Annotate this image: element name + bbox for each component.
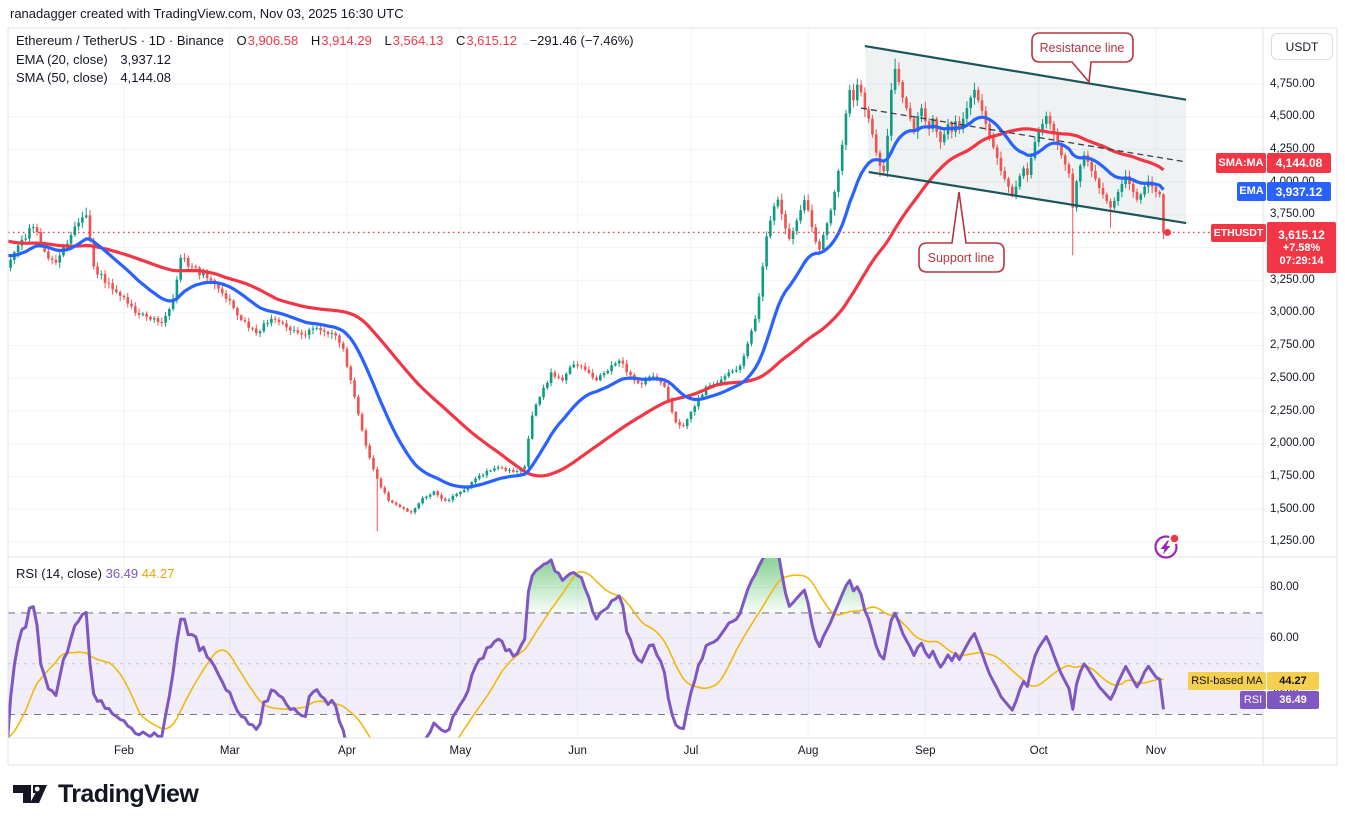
channel-fill [864,46,1187,224]
rsi-ma-badge-label: RSI-based MA [1188,672,1266,690]
tradingview-logo-mark [13,784,47,803]
ema-line[interactable] [7,115,1165,489]
price-tick-label: 4,500.00 [1270,110,1315,123]
change-value: −291.46 (−7.46%) [529,33,634,48]
price-tick-label: 3,000.00 [1270,306,1315,319]
rsi-tick-label: 60.00 [1270,631,1299,644]
rsi-current-value: 36.49 [105,566,139,581]
symbol-legend-row[interactable]: Ethereum / TetherUS · 1D · Binance O3,90… [16,33,634,48]
month-label-feb[interactable]: Feb [114,745,134,757]
rsi-badge-value: 36.49 [1267,691,1319,709]
support-trendline[interactable] [868,170,1187,225]
sma-legend-row[interactable]: SMA (50, close) 4,144.08 [16,70,171,85]
resistance-callout[interactable] [1031,32,1134,84]
channel-median-line[interactable] [860,107,1187,163]
close-key: C [455,33,466,48]
sma-value: 4,144.08 [120,70,171,85]
month-label-sep[interactable]: Sep [915,745,936,757]
ema-axis-badge-value: 3,937.12 [1267,182,1331,201]
grid-lines [8,28,1263,738]
tradingview-logo-text: TradingView [58,780,199,808]
price-tick-label: 4,250.00 [1270,142,1315,155]
rsi-ma-badge-value: 44.27 [1267,672,1319,690]
ema-value: 3,937.12 [120,52,171,67]
price-tick-label: 1,750.00 [1270,469,1315,482]
price-tick-label: 1,250.00 [1270,535,1315,548]
bar-countdown: 07:29:14 [1279,254,1324,267]
rsi-ma-current-value: 44.27 [141,566,175,581]
month-label-apr[interactable]: Apr [338,745,356,757]
resistance-trendline[interactable] [864,44,1187,101]
last-price-marker [1163,228,1171,236]
month-label-aug[interactable]: Aug [797,745,819,757]
month-label-nov[interactable]: Nov [1145,745,1167,757]
support-callout[interactable] [918,191,1005,273]
ema-axis-badge-label: EMA [1237,182,1266,201]
symbol-price-badge-label: ETHUSDT [1211,224,1266,242]
support-callout-text: Support line [928,251,995,265]
rsi-line[interactable] [7,550,1165,782]
rsi-indicator-label: RSI (14, close) [16,566,102,581]
ema-legend-row[interactable]: EMA (20, close) 3,937.12 [16,52,171,67]
close-value: 3,615.12 [466,33,517,48]
sma-line[interactable] [7,127,1165,478]
low-value: 3,564.13 [392,33,444,48]
rsi-badge-label: RSI [1240,691,1266,709]
ema-label: EMA (20, close) [16,52,108,67]
sma-axis-badge-value: 4,144.08 [1267,153,1331,173]
last-price-badge: 3,615.12 +7.58% 07:29:14 [1267,222,1336,273]
rsi-ma-line[interactable] [7,570,1164,780]
rsi-overbought-fill [600,595,624,613]
rsi-legend-row[interactable]: RSI (14, close) 36.49 44.27 [16,566,174,581]
resistance-callout-text: Resistance line [1040,41,1125,55]
price-tick-label: 2,250.00 [1270,404,1315,417]
symbol-title[interactable]: Ethereum / TetherUS · 1D · Binance [16,33,224,48]
price-tick-label: 1,500.00 [1270,502,1315,515]
last-price-value: 3,615.12 [1278,227,1325,242]
open-key: O [236,33,247,48]
attribution-text: ranadagger created with TradingView.com,… [10,6,404,21]
high-value: 3,914.29 [321,33,372,48]
flash-icon[interactable] [1154,533,1181,559]
price-tick-label: 3,250.00 [1270,273,1315,286]
open-value: 3,906.58 [247,33,299,48]
price-tick-label: 2,500.00 [1270,371,1315,384]
price-tick-label: 2,000.00 [1270,437,1315,450]
month-label-oct[interactable]: Oct [1029,745,1048,757]
high-key: H [310,33,321,48]
month-label-jun[interactable]: Jun [568,745,587,757]
sma-axis-badge-label: SMA:MA [1216,153,1266,173]
month-label-mar[interactable]: Mar [219,745,240,757]
price-tick-label: 4,750.00 [1270,77,1315,90]
month-label-jul[interactable]: Jul [683,745,699,757]
change-percent: +7.58% [1282,241,1321,254]
low-key: L [384,33,392,48]
price-tick-label: 2,750.00 [1270,339,1315,352]
tradingview-logo[interactable]: TradingView [13,780,199,809]
month-label-may[interactable]: May [449,745,472,757]
candlestick-series[interactable] [6,58,1165,532]
currency-toggle-button[interactable]: USDT [1271,33,1333,60]
sma-label: SMA (50, close) [16,70,108,85]
rsi-overbought-fill [526,559,594,613]
rsi-tick-label: 80.00 [1270,581,1299,593]
price-tick-label: 3,750.00 [1270,208,1315,221]
